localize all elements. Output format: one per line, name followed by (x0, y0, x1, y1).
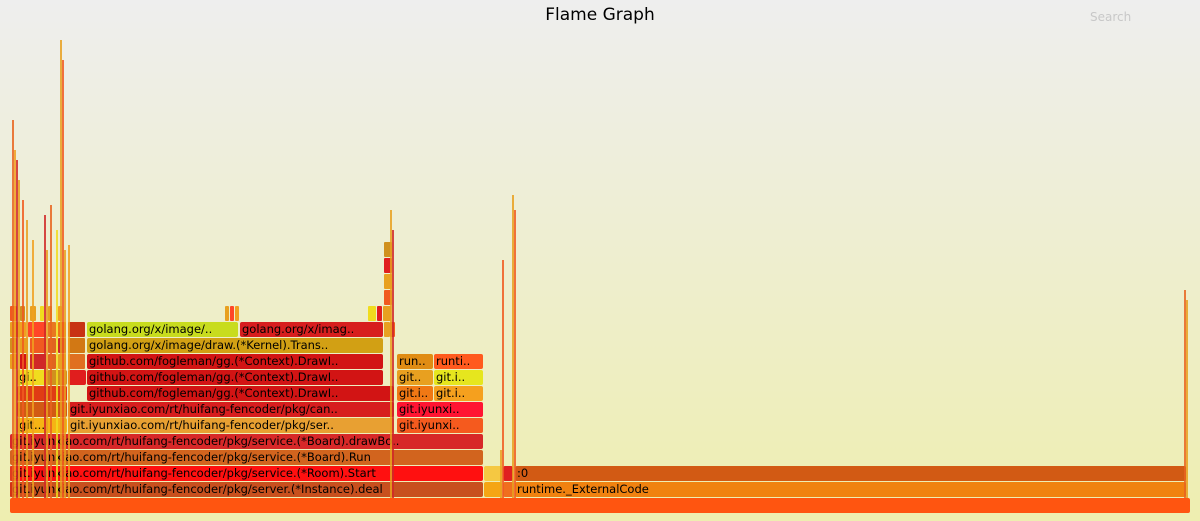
flame-frame[interactable]: runtime._ExternalCode (515, 482, 1186, 497)
flame-stack-spike[interactable] (1186, 300, 1188, 498)
flame-frame-small[interactable] (20, 354, 28, 369)
flame-frame[interactable]: :0 (515, 466, 1186, 481)
flame-frame-small[interactable] (48, 354, 56, 369)
flame-frame-small[interactable] (225, 306, 229, 321)
flame-frame[interactable]: git.iyunxiao.com/rt/huifang-fencoder/pkg… (10, 450, 483, 465)
flame-frame[interactable] (503, 466, 513, 481)
flame-frame[interactable] (484, 466, 502, 481)
page-title: Flame Graph (545, 5, 655, 25)
flame-frame[interactable]: runti.. (434, 354, 483, 369)
flame-frame-small[interactable] (30, 338, 46, 353)
flame-frame[interactable]: git.iyunxi.. (397, 402, 483, 417)
search-button[interactable]: Search (1090, 10, 1132, 24)
flame-stack-spike[interactable] (500, 450, 502, 498)
flame-frame-small[interactable] (68, 354, 85, 369)
flame-frame[interactable]: golang.org/x/imag.. (240, 322, 383, 337)
flame-frame-small[interactable] (384, 274, 392, 289)
flame-stack-spike[interactable] (22, 200, 24, 498)
flame-stack-spike[interactable] (64, 250, 66, 498)
flame-frame[interactable] (20, 402, 67, 417)
flame-stack-spike[interactable] (502, 260, 504, 498)
flame-frame[interactable]: github.com/fogleman/gg.(*Context).DrawI.… (87, 386, 394, 401)
flame-frame[interactable] (68, 370, 86, 385)
flame-frame-small[interactable] (383, 306, 391, 321)
flame-frame[interactable]: git.iyunxiao.com/rt/huifang-fencoder/pkg… (68, 418, 394, 433)
flame-frame-small[interactable] (40, 306, 44, 321)
flame-frame[interactable] (484, 482, 502, 497)
flame-stack-spike[interactable] (12, 120, 14, 498)
flame-stack-spike[interactable] (26, 220, 28, 498)
flame-frame[interactable]: golang.org/x/image/.. (87, 322, 238, 337)
flame-stack-spike[interactable] (390, 210, 392, 498)
flame-stack-spike[interactable] (512, 195, 514, 498)
flame-frame-small[interactable] (16, 322, 26, 337)
flame-frame-small[interactable] (384, 290, 392, 305)
flame-stack-spike[interactable] (16, 160, 18, 498)
flame-stack-spike[interactable] (18, 180, 20, 498)
flame-frame-small[interactable] (68, 322, 85, 337)
flame-frame-small[interactable] (384, 258, 392, 273)
flame-frame[interactable]: git.iyunxiao.com/rt/huifang-fencoder/pkg… (10, 434, 483, 449)
flame-frame[interactable] (10, 466, 12, 481)
flame-frame[interactable] (10, 482, 12, 497)
flame-frame-small[interactable] (48, 338, 56, 353)
flame-frame-small[interactable] (48, 322, 56, 337)
flame-stack-spike[interactable] (62, 60, 64, 498)
flame-frame[interactable] (503, 482, 514, 497)
flame-frame-small[interactable] (377, 306, 382, 321)
flame-stack-spike[interactable] (32, 240, 34, 498)
flame-frame[interactable]: git.iyunxiao.com/rt/huifang-fencoder/pkg… (68, 402, 394, 417)
flame-frame-small[interactable] (230, 306, 234, 321)
flame-stack-spike[interactable] (68, 245, 70, 498)
flame-frame-small[interactable] (384, 242, 392, 257)
flame-stack-spike[interactable] (1184, 290, 1186, 498)
flame-frame[interactable]: github.com/fogleman/gg.(*Context).DrawI.… (87, 370, 383, 385)
flame-frame-small[interactable] (384, 322, 390, 337)
flame-stack-spike[interactable] (14, 150, 16, 498)
flame-frame-small[interactable] (20, 338, 28, 353)
flame-frame[interactable]: git.iyunxiao.com/rt/huifang-fencoder/pkg… (10, 482, 483, 497)
flame-stack-spike[interactable] (514, 210, 516, 498)
flame-frame[interactable]: git.i.. (397, 386, 433, 401)
flame-frame-small[interactable] (68, 338, 85, 353)
flame-frame[interactable]: golang.org/x/image/draw.(*Kernel).Trans.… (87, 338, 383, 353)
flame-frame-small[interactable] (235, 306, 239, 321)
flame-stack-spike[interactable] (392, 230, 394, 498)
flame-frame[interactable]: git... (17, 418, 67, 433)
flame-stack-spike[interactable] (56, 230, 58, 498)
flame-frame[interactable]: git.. (397, 370, 433, 385)
flame-frame[interactable]: git.iyunxiao.com/rt/huifang-fencoder/pkg… (10, 466, 483, 481)
flame-frame[interactable] (20, 386, 67, 401)
flame-frame[interactable]: git.iyunxi.. (397, 418, 483, 433)
flame-stack-spike[interactable] (50, 205, 52, 498)
flame-stack-spike[interactable] (46, 250, 48, 498)
flame-frame-small[interactable] (368, 306, 376, 321)
flame-frame[interactable]: git.i.. (434, 386, 483, 401)
flame-frame[interactable]: git.i.. (434, 370, 483, 385)
flame-stack-spike[interactable] (44, 215, 46, 498)
flame-frame[interactable]: run.. (397, 354, 433, 369)
flame-frame[interactable] (10, 498, 1190, 513)
flame-stack-spike[interactable] (60, 40, 62, 498)
flame-frame[interactable]: github.com/fogleman/gg.(*Context).DrawI.… (87, 354, 383, 369)
flame-frame-small[interactable] (30, 354, 46, 369)
